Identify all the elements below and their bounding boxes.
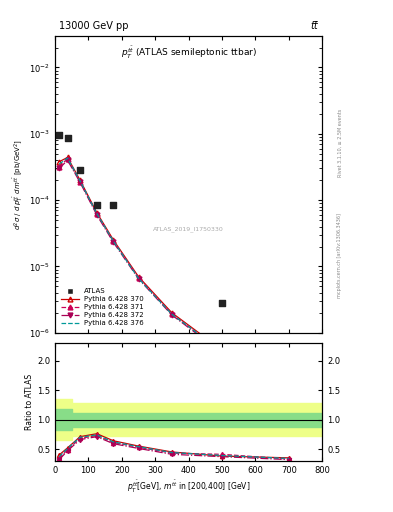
Line: Pythia 6.428 370: Pythia 6.428 370 — [57, 155, 291, 392]
X-axis label: $p_T^{t\bar{t}}$[GeV], $m^{t\bar{t}}$ in [200,400] [GeV]: $p_T^{t\bar{t}}$[GeV], $m^{t\bar{t}}$ in… — [127, 479, 250, 495]
Pythia 6.428 376 — [57, 161, 62, 167]
Pythia 6.428 371 — [136, 274, 141, 281]
ATLAS — [110, 201, 117, 209]
Text: $p_T^{t\bar{t}}$ (ATLAS semileptonic ttbar): $p_T^{t\bar{t}}$ (ATLAS semileptonic ttb… — [121, 45, 257, 61]
Pythia 6.428 371 — [65, 156, 70, 162]
Pythia 6.428 370 — [220, 347, 224, 353]
Pythia 6.428 376 — [94, 210, 99, 217]
Pythia 6.428 372 — [57, 165, 62, 172]
Y-axis label: $d^2\sigma$ / $d\,p_T^{t\bar{t}}$ $d\,m^{t\bar{t}}$ [pb/GeV$^2$]: $d^2\sigma$ / $d\,p_T^{t\bar{t}}$ $d\,m^… — [12, 139, 26, 230]
Pythia 6.428 371 — [170, 311, 174, 317]
Line: Pythia 6.428 371: Pythia 6.428 371 — [57, 156, 291, 393]
Pythia 6.428 372 — [65, 157, 70, 163]
Legend: ATLAS, Pythia 6.428 370, Pythia 6.428 371, Pythia 6.428 372, Pythia 6.428 376: ATLAS, Pythia 6.428 370, Pythia 6.428 37… — [61, 288, 144, 326]
Pythia 6.428 376 — [286, 388, 291, 394]
Pythia 6.428 371 — [78, 179, 83, 185]
Line: Pythia 6.428 376: Pythia 6.428 376 — [59, 158, 289, 391]
Pythia 6.428 376 — [136, 275, 141, 282]
Pythia 6.428 376 — [170, 311, 174, 317]
Text: Rivet 3.1.10, ≥ 2.5M events: Rivet 3.1.10, ≥ 2.5M events — [338, 109, 342, 178]
Text: 13000 GeV pp: 13000 GeV pp — [59, 20, 129, 31]
ATLAS — [77, 166, 83, 175]
Pythia 6.428 370 — [170, 310, 174, 316]
Pythia 6.428 376 — [78, 178, 83, 184]
Text: mcplots.cern.ch [arXiv:1306.3436]: mcplots.cern.ch [arXiv:1306.3436] — [338, 214, 342, 298]
Pythia 6.428 372 — [286, 389, 291, 395]
Pythia 6.428 371 — [286, 388, 291, 394]
Pythia 6.428 376 — [220, 348, 224, 354]
Y-axis label: Ratio to ATLAS: Ratio to ATLAS — [25, 374, 34, 430]
Pythia 6.428 372 — [220, 350, 224, 356]
Pythia 6.428 370 — [65, 155, 70, 161]
Pythia 6.428 372 — [94, 212, 99, 218]
Pythia 6.428 371 — [111, 238, 116, 244]
Pythia 6.428 370 — [57, 159, 62, 165]
Pythia 6.428 370 — [94, 209, 99, 216]
Pythia 6.428 372 — [111, 240, 116, 246]
Pythia 6.428 370 — [286, 387, 291, 393]
Pythia 6.428 376 — [65, 155, 70, 161]
Pythia 6.428 372 — [136, 276, 141, 282]
Pythia 6.428 376 — [111, 238, 116, 244]
Pythia 6.428 371 — [94, 211, 99, 217]
Pythia 6.428 370 — [78, 177, 83, 183]
Line: Pythia 6.428 372: Pythia 6.428 372 — [57, 158, 291, 394]
ATLAS — [64, 135, 71, 143]
Pythia 6.428 371 — [220, 349, 224, 355]
Pythia 6.428 370 — [111, 237, 116, 243]
Pythia 6.428 370 — [136, 274, 141, 280]
ATLAS — [56, 131, 62, 139]
ATLAS — [219, 299, 225, 307]
Text: tt̅: tt̅ — [310, 20, 318, 31]
Pythia 6.428 372 — [78, 179, 83, 185]
Pythia 6.428 371 — [57, 163, 62, 169]
Pythia 6.428 372 — [170, 312, 174, 318]
ATLAS — [94, 201, 100, 209]
Text: ATLAS_2019_I1750330: ATLAS_2019_I1750330 — [153, 226, 224, 232]
